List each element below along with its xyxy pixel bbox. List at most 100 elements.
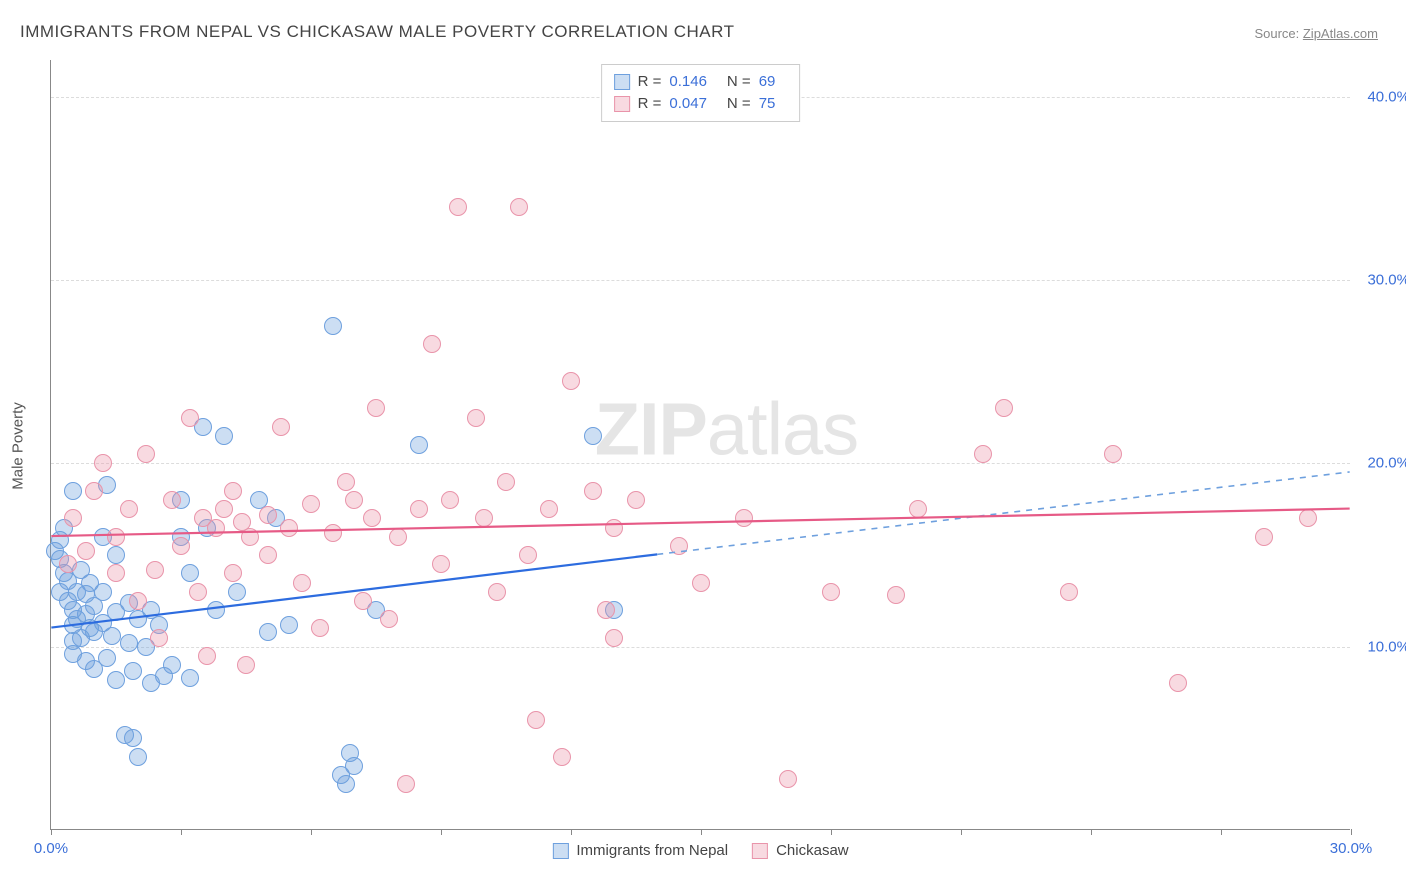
- data-point: [1104, 445, 1122, 463]
- x-tick: [571, 829, 572, 835]
- data-point: [259, 506, 277, 524]
- y-tick-label: 30.0%: [1360, 272, 1406, 289]
- data-point: [540, 500, 558, 518]
- data-point: [1299, 509, 1317, 527]
- data-point: [224, 482, 242, 500]
- data-point: [150, 629, 168, 647]
- data-point: [107, 564, 125, 582]
- x-tick: [51, 829, 52, 835]
- data-point: [272, 418, 290, 436]
- x-tick: [831, 829, 832, 835]
- data-point: [423, 335, 441, 353]
- gridline: [51, 647, 1350, 648]
- data-point: [475, 509, 493, 527]
- data-point: [163, 491, 181, 509]
- x-tick-label: 30.0%: [1330, 840, 1373, 857]
- x-tick: [441, 829, 442, 835]
- data-point: [120, 500, 138, 518]
- data-point: [337, 775, 355, 793]
- source-label: Source:: [1254, 26, 1302, 41]
- data-point: [584, 427, 602, 445]
- data-point: [337, 473, 355, 491]
- data-point: [259, 546, 277, 564]
- y-tick-label: 20.0%: [1360, 455, 1406, 472]
- data-point: [467, 409, 485, 427]
- data-point: [124, 662, 142, 680]
- scatter-plot-area: ZIPatlas R = 0.146 N = 69 R = 0.047 N = …: [50, 60, 1350, 830]
- data-point: [692, 574, 710, 592]
- x-tick: [1221, 829, 1222, 835]
- data-point: [974, 445, 992, 463]
- y-tick-label: 10.0%: [1360, 638, 1406, 655]
- data-point: [449, 198, 467, 216]
- data-point: [497, 473, 515, 491]
- data-point: [397, 775, 415, 793]
- data-point: [380, 610, 398, 628]
- data-point: [228, 583, 246, 601]
- data-point: [181, 564, 199, 582]
- data-point: [146, 561, 164, 579]
- x-tick: [311, 829, 312, 835]
- data-point: [237, 656, 255, 674]
- data-point: [64, 482, 82, 500]
- data-point: [441, 491, 459, 509]
- data-point: [107, 546, 125, 564]
- data-point: [324, 524, 342, 542]
- data-point: [311, 619, 329, 637]
- data-point: [605, 629, 623, 647]
- data-point: [64, 509, 82, 527]
- data-point: [280, 519, 298, 537]
- x-tick: [701, 829, 702, 835]
- data-point: [410, 500, 428, 518]
- data-point: [389, 528, 407, 546]
- data-point: [584, 482, 602, 500]
- data-point: [488, 583, 506, 601]
- data-point: [224, 564, 242, 582]
- data-point: [124, 729, 142, 747]
- y-tick-label: 40.0%: [1360, 88, 1406, 105]
- data-point: [410, 436, 428, 454]
- data-point: [909, 500, 927, 518]
- data-point: [107, 528, 125, 546]
- data-point: [94, 583, 112, 601]
- data-point: [98, 649, 116, 667]
- data-point: [293, 574, 311, 592]
- data-point: [198, 647, 216, 665]
- legend-item-nepal: Immigrants from Nepal: [552, 842, 728, 859]
- data-point: [562, 372, 580, 390]
- data-point: [1060, 583, 1078, 601]
- data-point: [597, 601, 615, 619]
- data-point: [137, 445, 155, 463]
- data-point: [670, 537, 688, 555]
- swatch-chickasaw: [614, 96, 630, 112]
- source-link[interactable]: ZipAtlas.com: [1303, 26, 1378, 41]
- data-point: [241, 528, 259, 546]
- data-point: [995, 399, 1013, 417]
- source-attribution: Source: ZipAtlas.com: [1254, 26, 1378, 41]
- y-axis-label: Male Poverty: [10, 402, 27, 490]
- data-point: [779, 770, 797, 788]
- data-point: [85, 482, 103, 500]
- data-point: [94, 454, 112, 472]
- data-point: [129, 748, 147, 766]
- x-tick-label: 0.0%: [34, 840, 68, 857]
- data-point: [627, 491, 645, 509]
- data-point: [605, 519, 623, 537]
- data-point: [172, 537, 190, 555]
- legend-item-chickasaw: Chickasaw: [752, 842, 849, 859]
- data-point: [59, 555, 77, 573]
- x-tick: [961, 829, 962, 835]
- data-point: [887, 586, 905, 604]
- watermark: ZIPatlas: [595, 387, 858, 472]
- data-point: [354, 592, 372, 610]
- data-point: [181, 669, 199, 687]
- data-point: [215, 500, 233, 518]
- data-point: [553, 748, 571, 766]
- data-point: [1169, 674, 1187, 692]
- data-point: [181, 409, 199, 427]
- x-tick: [1351, 829, 1352, 835]
- data-point: [324, 317, 342, 335]
- data-point: [215, 427, 233, 445]
- data-point: [519, 546, 537, 564]
- data-point: [432, 555, 450, 573]
